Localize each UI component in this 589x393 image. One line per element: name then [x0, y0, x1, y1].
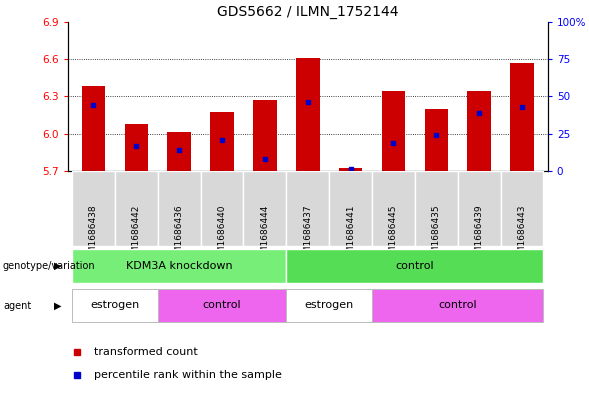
- FancyBboxPatch shape: [72, 289, 158, 322]
- FancyBboxPatch shape: [329, 171, 372, 246]
- FancyBboxPatch shape: [415, 171, 458, 246]
- Text: transformed count: transformed count: [94, 347, 198, 357]
- FancyBboxPatch shape: [286, 171, 329, 246]
- Bar: [382, 91, 405, 171]
- Title: GDS5662 / ILMN_1752144: GDS5662 / ILMN_1752144: [217, 5, 399, 19]
- Bar: [468, 91, 491, 171]
- FancyBboxPatch shape: [243, 171, 286, 246]
- Text: GSM1686443: GSM1686443: [518, 204, 527, 265]
- Text: control: control: [438, 300, 477, 310]
- Text: GSM1686440: GSM1686440: [217, 204, 227, 265]
- Text: GSM1686442: GSM1686442: [132, 204, 141, 265]
- FancyBboxPatch shape: [72, 250, 286, 283]
- Text: control: control: [396, 261, 434, 270]
- FancyBboxPatch shape: [158, 289, 286, 322]
- FancyBboxPatch shape: [115, 171, 158, 246]
- FancyBboxPatch shape: [158, 171, 201, 246]
- FancyBboxPatch shape: [501, 171, 544, 246]
- Text: KDM3A knockdown: KDM3A knockdown: [126, 261, 233, 270]
- FancyBboxPatch shape: [372, 289, 544, 322]
- Text: GSM1686437: GSM1686437: [303, 204, 312, 265]
- Text: GSM1686438: GSM1686438: [89, 204, 98, 265]
- Text: GSM1686444: GSM1686444: [260, 204, 269, 265]
- Bar: [425, 109, 448, 171]
- Text: GSM1686435: GSM1686435: [432, 204, 441, 265]
- Text: GSM1686445: GSM1686445: [389, 204, 398, 265]
- Text: GSM1686439: GSM1686439: [475, 204, 484, 265]
- Text: percentile rank within the sample: percentile rank within the sample: [94, 370, 282, 380]
- FancyBboxPatch shape: [458, 171, 501, 246]
- FancyBboxPatch shape: [372, 171, 415, 246]
- Text: estrogen: estrogen: [305, 300, 354, 310]
- Text: GSM1686436: GSM1686436: [175, 204, 184, 265]
- Text: agent: agent: [3, 301, 31, 310]
- Bar: [253, 100, 277, 171]
- Text: ▶: ▶: [54, 261, 62, 271]
- Bar: [510, 62, 534, 171]
- Bar: [296, 58, 320, 171]
- Bar: [210, 112, 234, 171]
- FancyBboxPatch shape: [286, 289, 372, 322]
- FancyBboxPatch shape: [72, 171, 115, 246]
- Text: estrogen: estrogen: [90, 300, 140, 310]
- Text: genotype/variation: genotype/variation: [3, 261, 95, 271]
- FancyBboxPatch shape: [201, 171, 243, 246]
- Bar: [167, 132, 191, 171]
- Text: control: control: [203, 300, 241, 310]
- Text: ▶: ▶: [54, 301, 62, 310]
- Bar: [82, 86, 105, 171]
- Bar: [124, 124, 148, 171]
- Text: GSM1686441: GSM1686441: [346, 204, 355, 265]
- FancyBboxPatch shape: [286, 250, 544, 283]
- Bar: [339, 169, 362, 171]
